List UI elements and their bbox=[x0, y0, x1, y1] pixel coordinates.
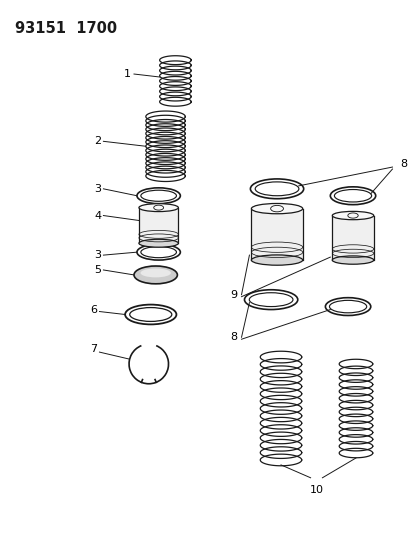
Text: 3: 3 bbox=[94, 184, 101, 194]
Text: 3: 3 bbox=[94, 250, 101, 260]
Text: 8: 8 bbox=[399, 159, 406, 169]
Ellipse shape bbox=[332, 256, 373, 264]
Ellipse shape bbox=[251, 255, 302, 265]
Ellipse shape bbox=[251, 204, 302, 214]
Ellipse shape bbox=[134, 266, 177, 284]
Ellipse shape bbox=[332, 212, 373, 220]
Polygon shape bbox=[251, 208, 302, 260]
Text: 9: 9 bbox=[230, 290, 237, 300]
Text: 93151  1700: 93151 1700 bbox=[14, 21, 116, 36]
Text: 4: 4 bbox=[94, 211, 101, 221]
Text: 10: 10 bbox=[309, 484, 323, 495]
Ellipse shape bbox=[139, 204, 178, 212]
Polygon shape bbox=[139, 208, 178, 243]
Ellipse shape bbox=[139, 239, 178, 247]
Text: 7: 7 bbox=[90, 344, 97, 354]
Text: 8: 8 bbox=[230, 332, 237, 342]
Polygon shape bbox=[332, 215, 373, 260]
Text: 2: 2 bbox=[94, 136, 101, 147]
Text: 6: 6 bbox=[90, 304, 97, 314]
Text: 5: 5 bbox=[94, 265, 101, 275]
Ellipse shape bbox=[140, 269, 171, 277]
Text: 1: 1 bbox=[124, 69, 131, 79]
